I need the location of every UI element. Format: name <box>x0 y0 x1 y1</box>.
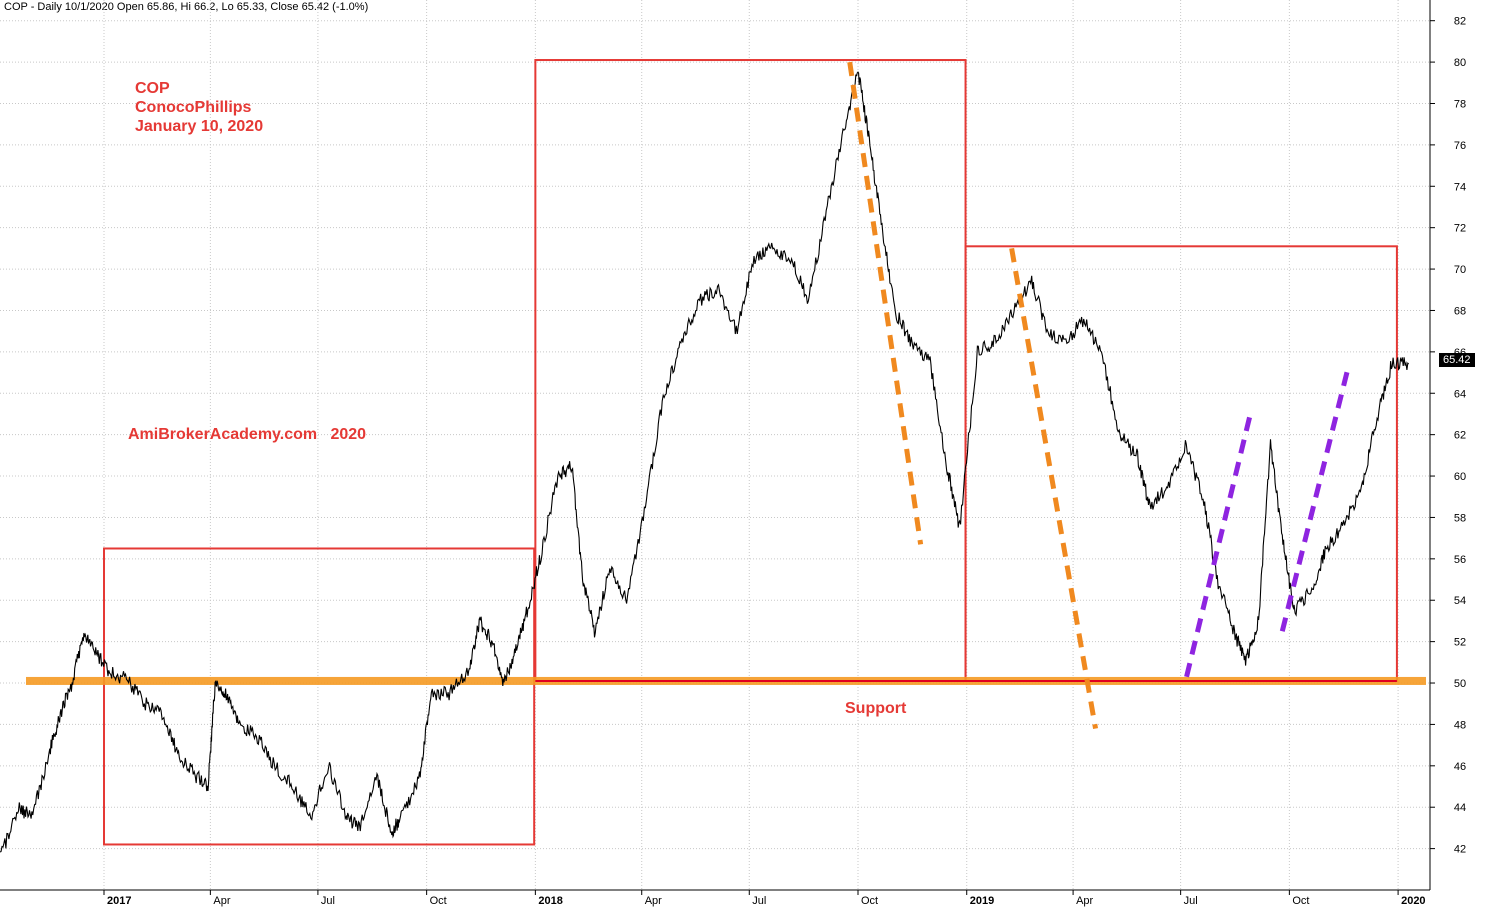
y-tick-label: 64 <box>1454 388 1466 400</box>
y-tick-label: 62 <box>1454 430 1466 442</box>
y-tick-label: 72 <box>1454 223 1466 235</box>
x-tick-label: Jul <box>1184 895 1198 907</box>
last-price-badge: 65.42 <box>1439 353 1475 367</box>
x-tick-label: Jul <box>321 895 335 907</box>
y-tick-label: 60 <box>1454 471 1466 483</box>
grid-lines <box>0 0 1430 890</box>
x-tick-label: Oct <box>861 895 878 907</box>
x-tick-label: 2019 <box>970 895 994 907</box>
range-boxes <box>103 59 1398 846</box>
support-label: Support <box>845 700 907 717</box>
down-trendline <box>847 61 924 545</box>
x-tick-label: Jul <box>752 895 766 907</box>
range-box <box>534 59 967 682</box>
x-tick-label: 2018 <box>538 895 562 907</box>
y-tick-label: 58 <box>1454 512 1466 524</box>
y-tick-label: 48 <box>1454 719 1466 731</box>
x-tick-label: 2017 <box>107 895 131 907</box>
y-tick-label: 42 <box>1454 844 1466 856</box>
y-tick-label: 74 <box>1454 181 1466 193</box>
y-tick-label: 78 <box>1454 98 1466 110</box>
x-tick-label: Oct <box>1292 895 1309 907</box>
up-trendline <box>1184 413 1253 678</box>
y-tick-label: 76 <box>1454 140 1466 152</box>
y-tick-label: 80 <box>1454 57 1466 69</box>
ticker-label: COP <box>135 80 170 97</box>
chart-header: COP - Daily 10/1/2020 Open 65.86, Hi 66.… <box>4 1 369 13</box>
range-box <box>964 245 1398 682</box>
x-tick-label: Apr <box>213 895 230 907</box>
date-label: January 10, 2020 <box>135 118 264 135</box>
y-tick-label: 70 <box>1454 264 1466 276</box>
price-line <box>0 71 1410 853</box>
y-axis: 4244464850525456586062646668707274767880… <box>1429 0 1466 890</box>
x-tick-label: Apr <box>645 895 662 907</box>
price-series <box>0 71 1410 853</box>
up-trendline <box>1279 365 1351 632</box>
x-tick-label: Apr <box>1076 895 1093 907</box>
y-tick-label: 82 <box>1454 16 1466 28</box>
down-trendline <box>1009 247 1099 729</box>
x-tick-label: 2020 <box>1401 895 1425 907</box>
y-tick-label: 50 <box>1454 678 1466 690</box>
y-tick-label: 52 <box>1454 637 1466 649</box>
watermark-label: AmiBrokerAcademy.com 2020 <box>128 426 367 443</box>
y-tick-label: 68 <box>1454 305 1466 317</box>
company-label: ConocoPhillips <box>135 99 252 116</box>
range-box <box>103 547 536 846</box>
support-band <box>26 676 1426 685</box>
y-tick-label: 44 <box>1454 802 1466 814</box>
annotation-block: COP ConocoPhillips January 10, 2020 <box>135 79 263 136</box>
y-tick-label: 56 <box>1454 554 1466 566</box>
x-tick-label: Oct <box>430 895 447 907</box>
x-axis: 2017 Apr Jul Oct 2018 Apr Jul Oct 2019 Apr Jul Oct 2… <box>0 889 1430 907</box>
y-tick-label: 46 <box>1454 761 1466 773</box>
trendlines <box>847 61 1351 729</box>
y-tick-label: 54 <box>1454 595 1466 607</box>
